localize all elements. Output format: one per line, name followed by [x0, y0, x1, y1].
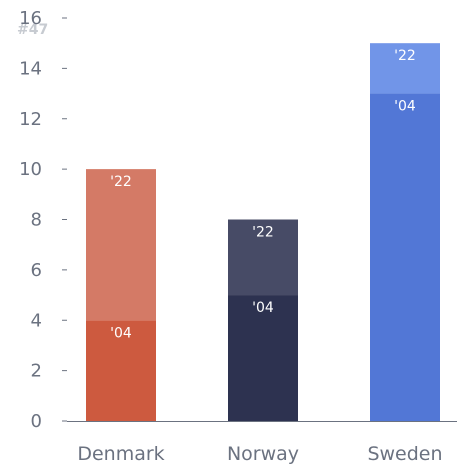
y-tick-label: 10	[19, 159, 42, 180]
bar-segment-label: '04	[110, 325, 132, 341]
bar-segment-label: '04	[252, 300, 274, 316]
y-tick-label: 12	[19, 109, 42, 130]
bar-segment	[228, 295, 298, 421]
bar-segment-label: '22	[252, 225, 274, 241]
y-axis: 0 2 4 6 8 10 12 14 16	[19, 8, 67, 432]
bar-segment-label: '22	[110, 174, 132, 190]
y-tick-label: 16	[19, 8, 42, 29]
y-tick-label: 2	[31, 361, 42, 382]
bar-segment	[370, 43, 440, 94]
y-tick-label: 14	[19, 58, 42, 79]
x-category-label: Norway	[227, 443, 299, 465]
bar-segment	[370, 93, 440, 421]
y-tick-label: 0	[31, 411, 42, 432]
x-category-label: Sweden	[367, 443, 442, 465]
bar-segment	[228, 219, 298, 296]
y-tick-label: 8	[31, 210, 42, 231]
watermark-label: #47	[17, 22, 48, 38]
x-axis: Denmark Norway Sweden	[67, 421, 457, 465]
x-category-label: Denmark	[77, 443, 164, 465]
y-tick-label: 6	[31, 260, 42, 281]
bar-segment	[86, 169, 156, 321]
y-tick-label: 4	[31, 310, 42, 331]
bar-segment-label: '04	[394, 99, 416, 115]
bar-segment	[86, 320, 156, 421]
bars: '04 '22 '04 '22 '04 '22	[86, 43, 440, 421]
bar-segment-label: '22	[394, 48, 416, 64]
